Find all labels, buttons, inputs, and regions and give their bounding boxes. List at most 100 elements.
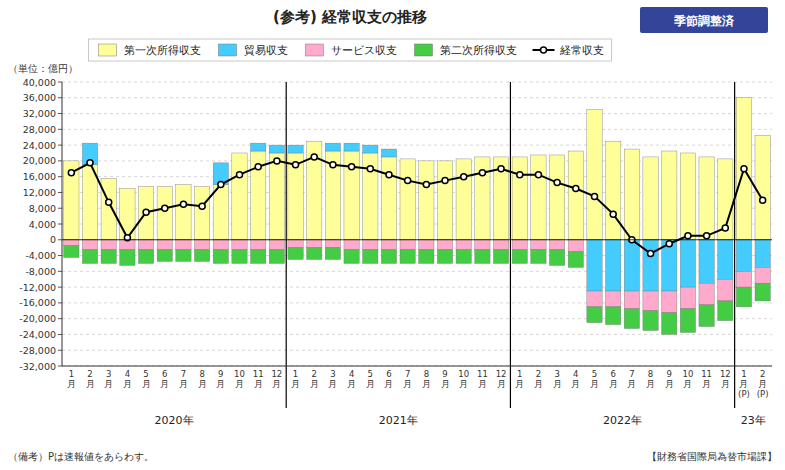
category-label: 8月 [198,369,207,389]
bar [64,160,79,161]
bar [549,240,564,250]
tick-mark [58,334,62,335]
bar [699,283,714,305]
category-label: 1月 [67,369,76,389]
marker [722,225,728,231]
tick-label: -8,000 [25,266,56,277]
category-label: 5月 [142,369,151,389]
year-label: 23年 [741,414,766,427]
bar [419,250,434,264]
bar [755,135,770,240]
marker [666,241,672,247]
bar [176,240,191,250]
bar [736,98,751,240]
bar [381,240,396,250]
tick-label: 0 [50,234,56,245]
tick-mark [58,97,62,98]
tick-mark [58,255,62,256]
tick-mark [58,287,62,288]
bar [381,250,396,264]
grid [62,82,772,366]
bar [606,141,621,240]
legend-item: サービス収支 [306,44,397,57]
plot-area [64,98,771,335]
bar [64,246,79,258]
marker [423,182,429,188]
bar [531,240,546,250]
legend-item: 経常収支 [533,44,604,57]
legend-label: サービス収支 [331,44,397,57]
year-separator [286,82,287,408]
bar [194,186,209,187]
category-label: 12月 [720,369,731,389]
tick-label: 28,000 [23,124,56,135]
marker [349,164,355,170]
marker [573,186,579,192]
bar [437,161,452,240]
tick-mark [58,239,62,240]
grid-line [62,350,772,351]
bar [531,154,546,155]
bar [587,307,602,323]
marker [386,172,392,178]
tick-mark [58,302,62,303]
badge-background [640,7,768,33]
marker [311,154,317,160]
bar [512,157,527,240]
marker [479,170,485,176]
bar [680,309,695,333]
legend-label: 第一次所得収支 [124,44,201,57]
bar [344,143,359,151]
bar [157,250,172,262]
bar [101,178,116,179]
category-label: 7月 [403,369,412,389]
bar [549,250,564,266]
legend-item: 第二次所得収支 [415,44,517,57]
tick-label: 40,000 [23,77,56,88]
bar [475,156,490,157]
tick-mark [58,82,62,83]
chart: (参考) 経常収支の推移季節調整済（単位：億円）-32,000-28,000-2… [0,0,785,470]
bar [475,250,490,264]
category-label: 11月 [477,369,488,389]
category-label: 4月 [123,369,132,389]
bar [138,250,153,264]
bar [194,187,209,240]
category-label: 3月 [104,369,113,389]
bar [437,160,452,161]
bar [680,287,695,309]
grid-line [62,82,772,83]
bar [493,250,508,264]
bar [718,279,733,301]
bar [699,305,714,327]
bar [606,307,621,325]
bar [307,248,322,260]
bar [493,240,508,250]
category-label: 11月 [253,369,264,389]
category-label: 7月 [179,369,188,389]
tick-mark [58,208,62,209]
category-label: 12月 [271,369,282,389]
marker [517,172,523,178]
bar [512,240,527,250]
bar [643,311,658,331]
bar [568,240,583,252]
bar [232,153,247,154]
marker [648,251,654,257]
tick-label: 16,000 [23,171,56,182]
bar [531,250,546,264]
year-label: 2022年 [603,414,642,427]
marker [405,178,411,184]
bar [251,240,266,250]
bar [101,250,116,264]
category-label: 9月 [441,369,450,389]
category-label: 1月 [515,369,524,389]
bar [624,309,639,329]
bar [138,240,153,250]
bar [176,185,191,240]
bar [643,240,658,291]
legend-swatch [415,44,433,56]
category-label: 7月 [627,369,636,389]
source: 【財務省国際局為替市場課】 [647,451,777,462]
year-separator [734,82,735,408]
